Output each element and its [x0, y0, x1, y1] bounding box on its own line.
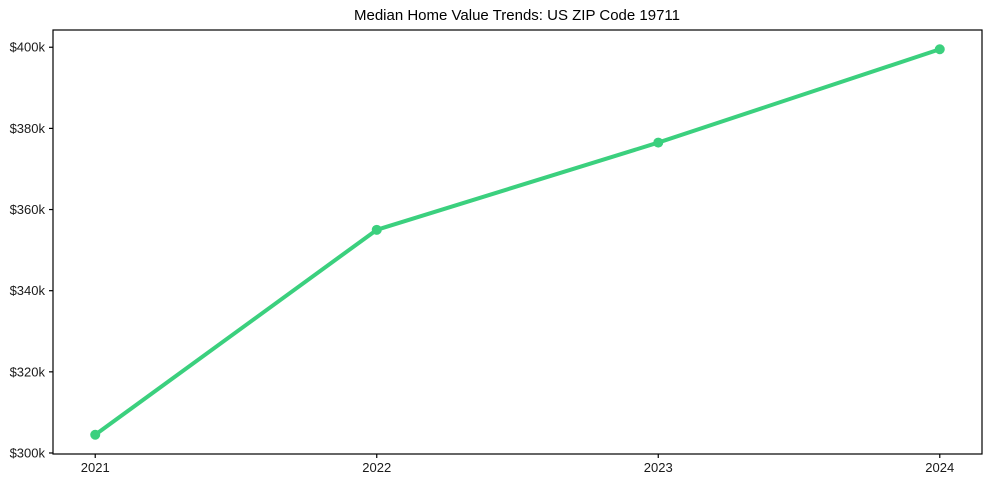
x-tick-label: 2024 [925, 460, 954, 475]
y-tick-label: $340k [10, 283, 46, 298]
chart-title: Median Home Value Trends: US ZIP Code 19… [354, 7, 680, 24]
axes-box [52, 29, 983, 455]
x-tick-label: 2021 [81, 460, 110, 475]
y-tick-label: $300k [10, 445, 46, 460]
data-point-marker [90, 429, 101, 440]
series-line [93, 47, 942, 437]
data-point-marker [653, 137, 664, 148]
data-point-marker [934, 44, 945, 55]
x-tick-label: 2023 [644, 460, 673, 475]
data-point-marker [371, 224, 382, 235]
y-tick-label: $360k [10, 202, 46, 217]
y-tick-label: $380k [10, 121, 46, 136]
y-tick-label: $400k [10, 40, 46, 55]
plot-area: 2021 2022 2023 2024 $300k $320k $340k $360k $380… [10, 29, 983, 475]
x-tick-label: 2022 [362, 460, 391, 475]
y-tick-label: $320k [10, 364, 46, 379]
